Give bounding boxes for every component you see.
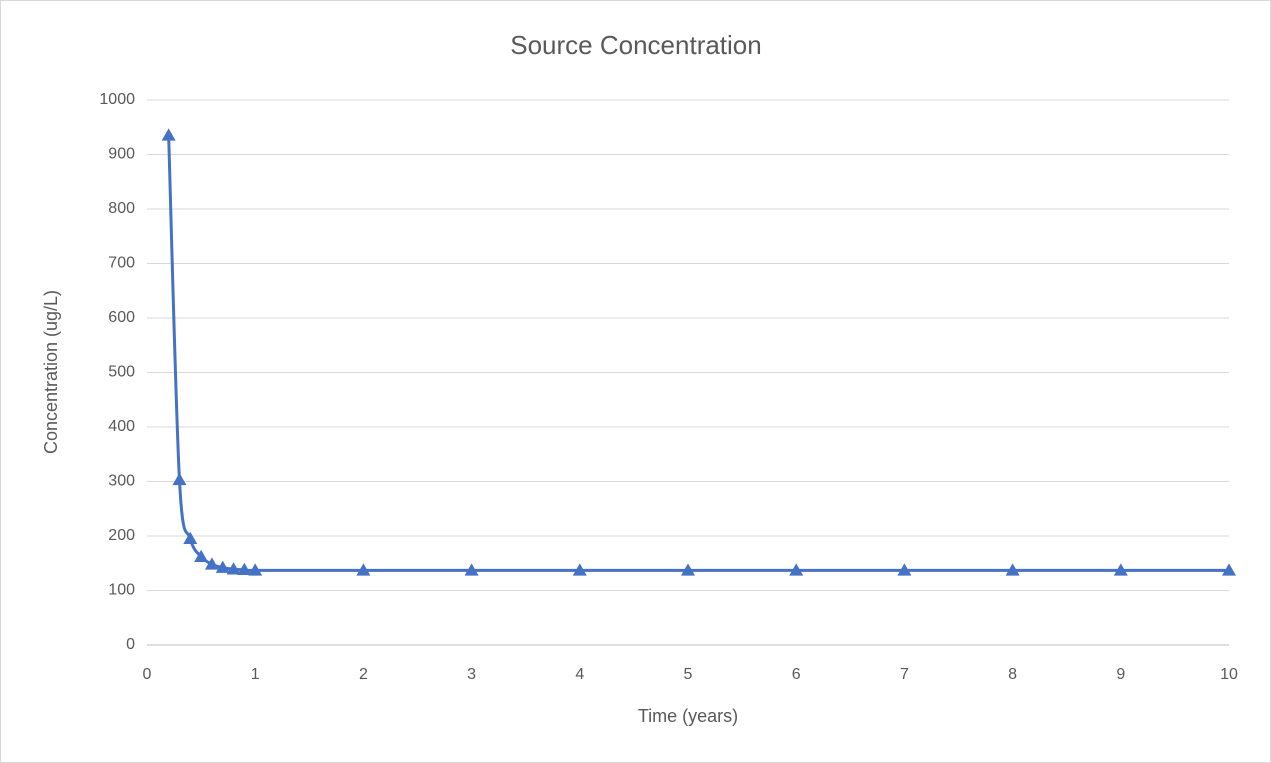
chart-title: Source Concentration: [510, 30, 761, 60]
y-tick-label: 800: [108, 200, 135, 217]
data-point: [897, 563, 912, 576]
x-tick-label: 0: [143, 666, 152, 683]
y-tick-label: 400: [108, 418, 135, 435]
data-point: [226, 562, 241, 575]
x-tick-label: 2: [359, 666, 368, 683]
data-point: [1222, 563, 1236, 576]
x-tick-label: 9: [1116, 666, 1125, 683]
data-point: [215, 560, 230, 573]
x-tick-label: 8: [1008, 666, 1017, 683]
data-point: [1005, 563, 1020, 576]
data-point: [1113, 563, 1128, 576]
x-axis-label: Time (years): [638, 706, 738, 726]
x-tick-label: 7: [900, 666, 909, 683]
x-tick-label: 3: [467, 666, 476, 683]
x-tick-label: 1: [251, 666, 260, 683]
data-point: [681, 563, 695, 576]
y-tick-label: 700: [108, 255, 135, 272]
x-tick-label: 5: [684, 666, 693, 683]
x-tick-label: 4: [575, 666, 584, 683]
data-point: [183, 531, 198, 544]
y-tick-label: 0: [126, 636, 135, 653]
data-point: [356, 563, 371, 576]
data-point: [161, 128, 176, 141]
data-point: [172, 472, 187, 486]
data-point: [194, 549, 209, 562]
y-tick-label: 1000: [99, 91, 135, 108]
data-point: [204, 557, 219, 570]
data-point: [464, 563, 479, 576]
y-tick-label: 500: [108, 364, 135, 381]
y-tick-label: 900: [108, 146, 135, 163]
x-tick-label: 6: [792, 666, 801, 683]
y-tick-label: 100: [108, 582, 135, 599]
y-axis-label: Concentration (ug/L): [41, 290, 61, 454]
data-point: [789, 563, 804, 576]
y-tick-label: 600: [108, 309, 135, 326]
data-point: [248, 563, 263, 576]
x-tick-label: 10: [1220, 666, 1238, 683]
data-point: [237, 562, 252, 576]
data-point: [572, 563, 587, 576]
y-tick-label: 300: [108, 473, 135, 490]
y-tick-label: 200: [108, 527, 135, 544]
